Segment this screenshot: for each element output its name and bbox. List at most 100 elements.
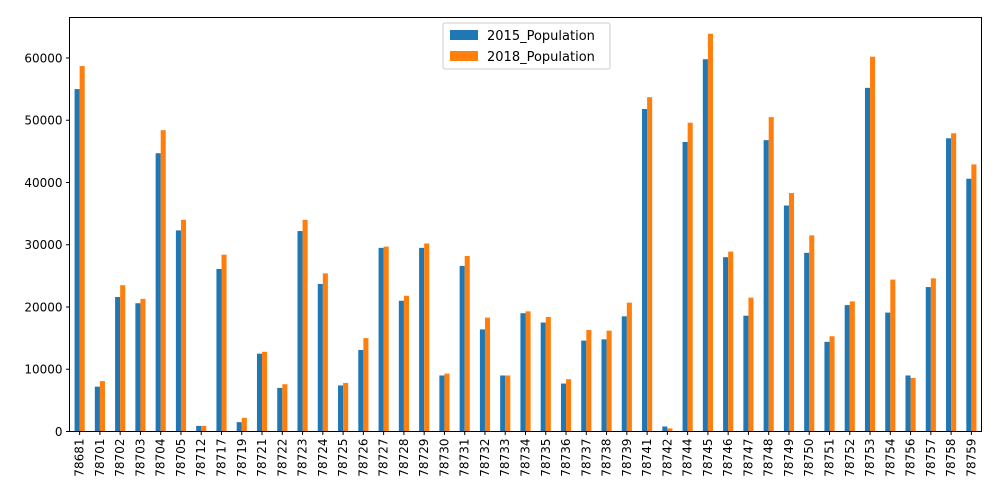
bar-2018_Population-78733 — [505, 375, 511, 432]
bar-2015_Population-78746 — [723, 257, 729, 432]
x-tick-label: 78735 — [539, 439, 553, 477]
y-tick-label: 20000 — [24, 300, 62, 314]
x-tick-label: 78742 — [660, 439, 674, 477]
bar-2018_Population-78681 — [79, 66, 85, 432]
bar-2015_Population-78745 — [702, 59, 708, 432]
bar-2015_Population-78703 — [135, 303, 141, 432]
x-tick-label: 78704 — [154, 439, 168, 477]
bar-2018_Population-78723 — [302, 219, 308, 432]
bar-2018_Population-78731 — [464, 255, 470, 432]
legend: 2015_Population 2018_Population — [442, 22, 611, 70]
bar-2018_Population-78758 — [951, 133, 957, 432]
legend-swatch-2015_Population — [450, 30, 478, 40]
bar-2018_Population-78726 — [363, 338, 369, 432]
bar-2015_Population-78723 — [297, 231, 303, 432]
bar-2018_Population-78748 — [768, 117, 774, 432]
bar-2018_Population-78759 — [971, 164, 977, 432]
bar-2018_Population-78728 — [403, 295, 409, 432]
bar-2018_Population-78739 — [626, 302, 632, 432]
x-tick-label: 78745 — [701, 439, 715, 477]
bar-2018_Population-78701 — [99, 381, 105, 432]
bar-2018_Population-78727 — [383, 246, 389, 432]
bar-2015_Population-78702 — [115, 297, 121, 432]
x-tick-label: 78729 — [417, 439, 431, 477]
bar-2015_Population-78732 — [479, 329, 485, 432]
x-tick-label: 78719 — [235, 439, 249, 477]
x-tick-label: 78734 — [519, 439, 533, 477]
x-tick-label: 78746 — [721, 439, 735, 477]
y-tick-label: 50000 — [24, 114, 62, 128]
bar-2015_Population-78754 — [885, 312, 891, 432]
x-tick-label: 78733 — [498, 439, 512, 477]
bar-2018_Population-78757 — [930, 278, 936, 432]
bar-2015_Population-78681 — [74, 89, 80, 432]
bar-2018_Population-78724 — [322, 273, 328, 432]
bar-2018_Population-78752 — [849, 301, 855, 432]
bar-2018_Population-78742 — [667, 428, 673, 432]
bar-2015_Population-78753 — [864, 87, 871, 432]
bar-2015_Population-78744 — [682, 142, 688, 432]
x-tick-label: 78744 — [681, 439, 695, 477]
x-tick-label: 78702 — [113, 439, 127, 477]
bar-2018_Population-78722 — [282, 384, 288, 432]
bar-2015_Population-78736 — [560, 383, 567, 432]
bar-2018_Population-78751 — [829, 336, 835, 432]
bar-2015_Population-78735 — [540, 322, 546, 432]
x-tick-label: 78722 — [275, 439, 289, 477]
x-tick-label: 78726 — [356, 439, 370, 477]
bar-2015_Population-78748 — [763, 140, 769, 432]
bar-2018_Population-78717 — [221, 254, 227, 432]
y-tick-label: 10000 — [24, 363, 62, 377]
y-tick-label: 30000 — [24, 238, 62, 252]
x-tick-label: 78717 — [215, 439, 229, 477]
x-tick-label: 78725 — [336, 439, 350, 477]
bar-2018_Population-78737 — [586, 330, 592, 432]
bar-2018_Population-78756 — [910, 377, 916, 432]
x-tick-label: 78737 — [579, 439, 593, 477]
legend-label-2015_Population: 2015_Population — [487, 29, 595, 44]
bar-2015_Population-78733 — [500, 375, 506, 432]
bar-2018_Population-78750 — [809, 235, 815, 432]
bar-2018_Population-78747 — [748, 297, 754, 432]
y-tick-label: 60000 — [24, 51, 62, 65]
x-tick-label: 78736 — [559, 439, 573, 477]
bar-2015_Population-78756 — [905, 375, 911, 432]
bar-2018_Population-78725 — [343, 382, 349, 432]
x-tick-label: 78730 — [437, 439, 451, 477]
bar-2015_Population-78750 — [804, 252, 810, 432]
bar-2018_Population-78744 — [687, 122, 693, 432]
bar-2015_Population-78734 — [520, 313, 526, 432]
bar-2018_Population-78746 — [728, 251, 734, 432]
x-tick-label: 78739 — [620, 439, 634, 477]
bar-2018_Population-78736 — [566, 379, 572, 432]
bar-2018_Population-78732 — [484, 317, 491, 432]
bar-2015_Population-78719 — [236, 422, 242, 432]
x-tick-label: 78747 — [741, 439, 755, 477]
bar-2018_Population-78719 — [241, 417, 247, 432]
bar-2015_Population-78757 — [925, 287, 931, 432]
bar-2018_Population-78730 — [444, 373, 450, 432]
bar-2018_Population-78749 — [788, 193, 795, 432]
y-tick-label: 40000 — [24, 176, 62, 190]
bar-2018_Population-78704 — [160, 130, 166, 432]
bar-2018_Population-78734 — [525, 311, 531, 432]
bar-2015_Population-78738 — [601, 339, 607, 432]
x-tick-label: 78756 — [904, 439, 918, 477]
bar-2015_Population-78724 — [317, 283, 323, 432]
bar-2018_Population-78753 — [870, 56, 876, 432]
x-tick-label: 78723 — [296, 439, 310, 477]
x-tick-label: 78728 — [397, 439, 411, 477]
x-tick-label: 78703 — [133, 439, 147, 477]
bar-2018_Population-78745 — [707, 33, 713, 432]
bar-2015_Population-78727 — [378, 247, 384, 432]
legend-label-2018_Population: 2018_Population — [487, 50, 595, 65]
bar-2015_Population-78731 — [459, 265, 465, 432]
legend-box — [442, 22, 611, 70]
bar-2015_Population-78749 — [783, 205, 789, 432]
x-tick-label: 78705 — [174, 439, 188, 477]
bars-layer — [74, 33, 977, 432]
bar-2015_Population-78751 — [824, 341, 830, 432]
x-tick-label: 78758 — [944, 439, 958, 477]
x-tick-label: 78748 — [762, 439, 776, 477]
